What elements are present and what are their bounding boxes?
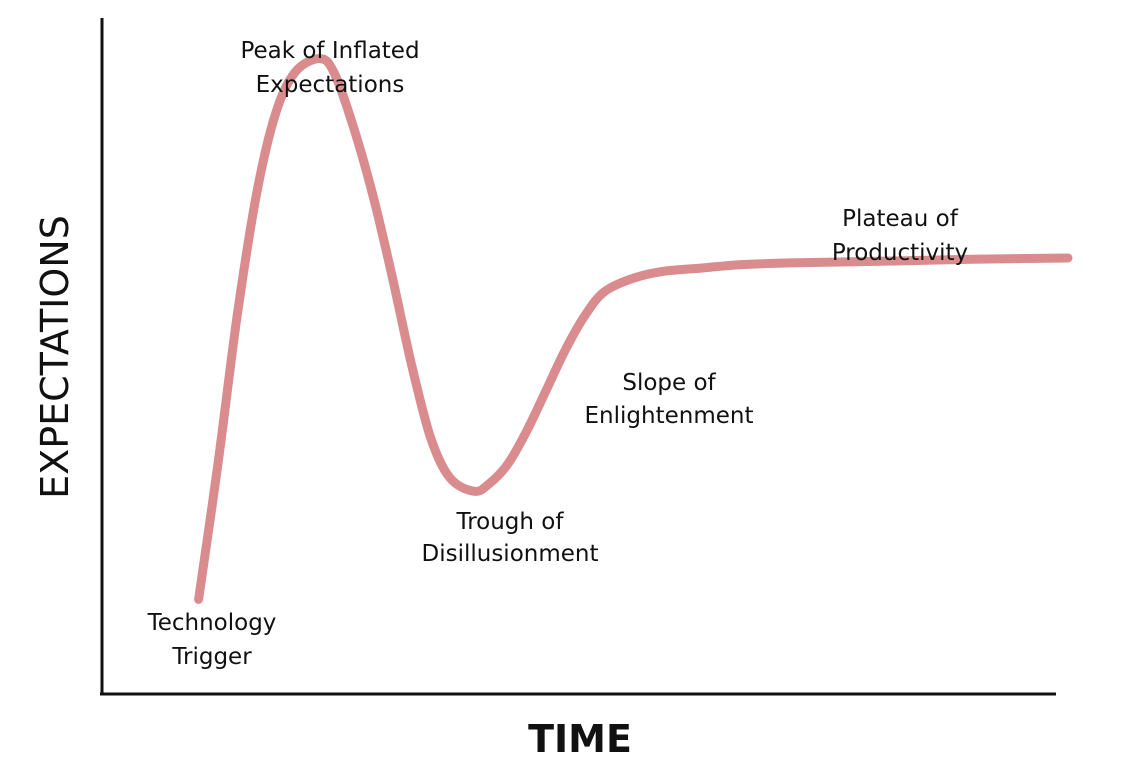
annotation-line: Slope of bbox=[622, 370, 716, 396]
annotation-peak: Peak of Inflated Expectations bbox=[240, 38, 419, 98]
annotation-line: Productivity bbox=[832, 240, 968, 266]
annotation-line: Trough of bbox=[456, 509, 565, 535]
annotation-plateau: Plateau of Productivity bbox=[832, 206, 968, 266]
annotation-line: Trigger bbox=[171, 644, 252, 670]
annotation-line: Peak of Inflated bbox=[240, 38, 419, 64]
x-axis-title: TIME bbox=[528, 717, 632, 761]
annotation-slope: Slope of Enlightenment bbox=[585, 370, 754, 429]
annotation-trough: Trough of Disillusionment bbox=[421, 509, 598, 567]
hype-curve bbox=[194, 54, 1073, 604]
annotation-technology-trigger: Technology Trigger bbox=[147, 610, 277, 670]
annotation-line: Enlightenment bbox=[585, 403, 754, 429]
y-axis-title: EXPECTATIONS bbox=[33, 215, 77, 499]
annotation-line: Expectations bbox=[256, 72, 405, 98]
annotation-line: Disillusionment bbox=[421, 541, 598, 567]
annotation-line: Technology bbox=[147, 610, 277, 636]
annotation-line: Plateau of bbox=[842, 206, 959, 232]
